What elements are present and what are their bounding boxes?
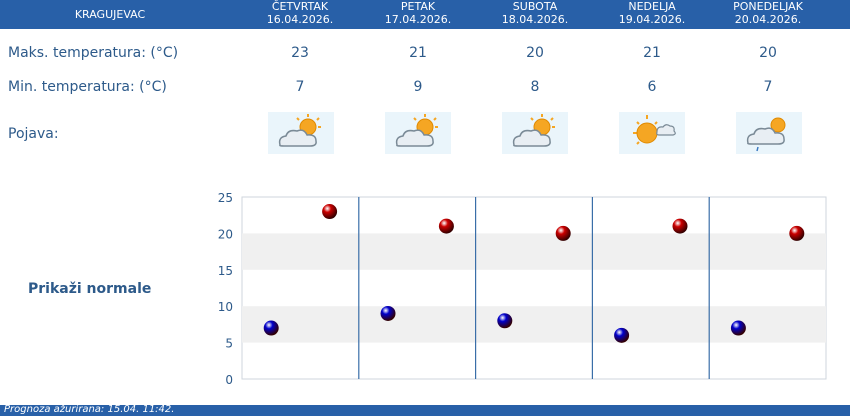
min-temp-dot	[614, 327, 630, 343]
temperature-chart: 0 5 10 15 20 25	[218, 191, 827, 387]
max-temp-value: 21	[409, 45, 427, 61]
forecast-header: KRAGUJEVAC ČETVRTAK 16.04.2026. PETAK 17…	[0, 0, 850, 29]
day-name: NEDELJA	[628, 0, 676, 13]
min-temp-dot	[497, 313, 513, 329]
max-temp-dot	[789, 225, 805, 241]
day-date: 20.04.2026.	[734, 13, 802, 26]
max-temp-dot	[438, 218, 454, 234]
min-temp-dot	[730, 320, 746, 336]
day-date: 19.04.2026.	[618, 13, 686, 26]
y-tick-label: 0	[225, 373, 233, 387]
min-temp-label: Min. temperatura: (°C)	[8, 79, 167, 95]
day-header-2: PETAK 17.04.2026.	[358, 0, 478, 29]
min-temp-value: 9	[413, 79, 423, 95]
city-name: KRAGUJEVAC	[74, 8, 146, 21]
day-date: 18.04.2026.	[501, 13, 569, 26]
grid-band	[242, 306, 826, 343]
partly-cloudy-icon	[385, 112, 451, 154]
max-temp-dot	[555, 225, 571, 241]
day-header-4: NEDELJA 19.04.2026.	[592, 0, 712, 29]
plot-area	[241, 196, 827, 380]
max-temp-dot	[672, 218, 688, 234]
max-temp-value: 20	[759, 45, 777, 61]
max-temp-value: 20	[526, 45, 544, 61]
partly-cloudy-icon	[268, 112, 334, 154]
min-temp-dot	[263, 320, 279, 336]
min-temp-value: 8	[530, 79, 540, 95]
max-temp-label: Maks. temperatura: (°C)	[8, 45, 179, 61]
grid-band	[242, 233, 826, 270]
y-tick-label: 15	[218, 264, 233, 278]
day-name: PETAK	[400, 0, 436, 13]
day-name: SUBOTA	[512, 0, 558, 13]
day-header-5: PONEDELJAK 20.04.2026.	[708, 0, 828, 29]
y-tick-label: 25	[218, 191, 233, 205]
day-date: 16.04.2026.	[266, 13, 334, 26]
max-temp-dot	[322, 204, 338, 220]
min-temp-value: 7	[295, 79, 305, 95]
y-tick-label: 5	[225, 337, 233, 351]
max-temp-value: 21	[643, 45, 661, 61]
min-temp-value: 7	[763, 79, 773, 95]
footer-bar: Prognoza ažurirana: 15.04. 11:42.	[0, 404, 850, 416]
day-header-1: ČETVRTAK 16.04.2026.	[240, 0, 360, 29]
min-temp-dot	[380, 305, 396, 321]
min-temp-value: 6	[647, 79, 657, 95]
cloudy-light-rain-icon	[736, 112, 802, 154]
day-date: 17.04.2026.	[384, 13, 452, 26]
weather-label: Pojava:	[8, 126, 59, 142]
day-name: ČETVRTAK	[271, 0, 329, 13]
partly-cloudy-icon	[502, 112, 568, 154]
y-tick-label: 20	[218, 227, 233, 241]
y-tick-label: 10	[218, 300, 233, 314]
show-normals-link[interactable]: Prikaži normale	[28, 281, 152, 297]
max-temp-value: 23	[291, 45, 309, 61]
forecast-updated-text: Prognoza ažurirana: 15.04. 11:42.	[4, 404, 175, 415]
mostly-sunny-icon	[619, 112, 685, 154]
day-name: PONEDELJAK	[733, 0, 803, 13]
day-header-3: SUBOTA 18.04.2026.	[475, 0, 595, 29]
